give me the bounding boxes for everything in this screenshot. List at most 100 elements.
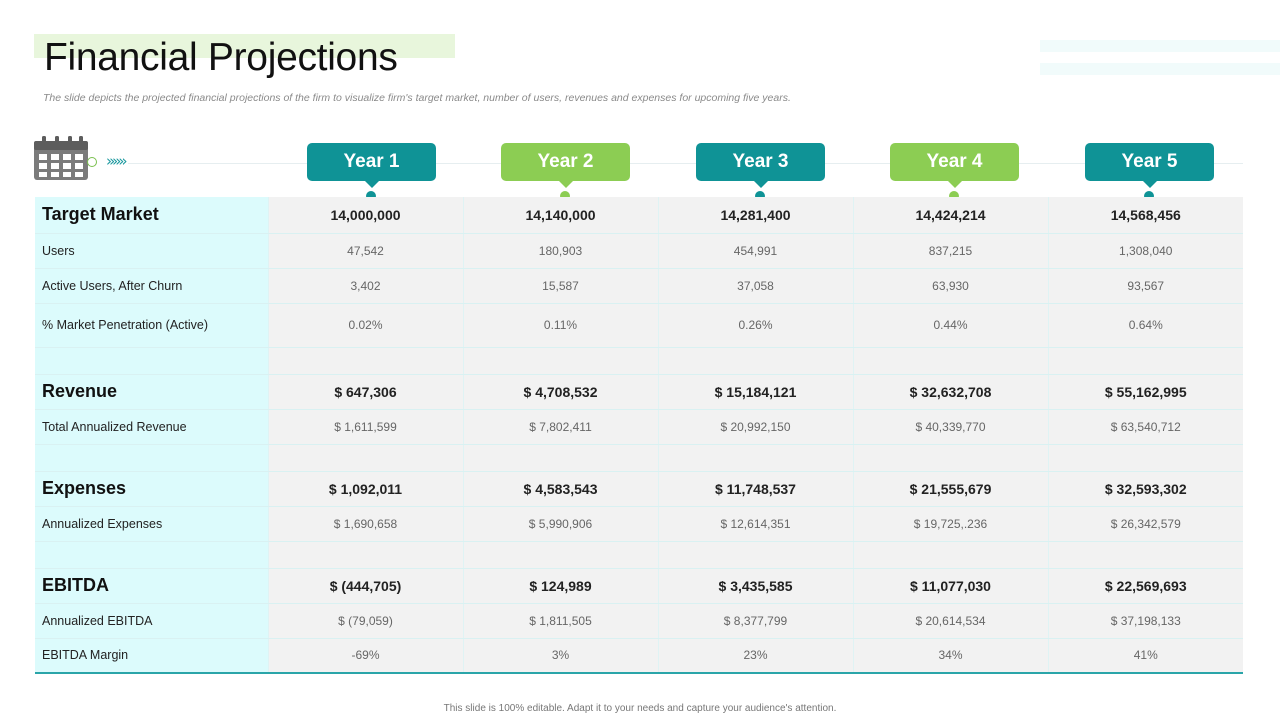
row-label: Revenue [35,374,268,410]
table-cell: $ 4,708,532 [462,374,658,410]
table-cell: $ 5,990,906 [462,506,658,542]
year-2-dot [560,191,570,201]
table-cell: $ 1,092,011 [267,471,463,507]
spacer-cell [35,347,268,375]
table-row-target-market: Target Market 14,000,000 14,140,000 14,2… [35,197,1243,234]
row-label: Total Annualized Revenue [35,409,268,445]
table-cell: 454,991 [657,233,853,269]
table-cell: 14,281,400 [657,197,853,234]
table-cell: $ 63,540,712 [1047,409,1243,445]
table-cell: 3,402 [267,268,463,304]
table-cell: -69% [267,638,463,674]
year-5-label: Year 5 [1121,151,1178,172]
spacer-cell [267,541,463,569]
table-cell: 41% [1047,638,1243,674]
calendar-icon [34,136,88,180]
table-cell: $ 21,555,679 [852,471,1048,507]
year-4-dot [949,191,959,201]
table-row-market-penetration: % Market Penetration (Active) 0.02% 0.11… [35,303,1243,348]
spacer-cell [852,347,1048,375]
spacer-cell [1047,541,1243,569]
table-row-expenses: Expenses $ 1,092,011 $ 4,583,543 $ 11,74… [35,471,1243,507]
table-cell: $ (79,059) [267,603,463,639]
table-cell: $ 3,435,585 [657,568,853,604]
spacer-cell [657,541,853,569]
table-cell: $ 15,184,121 [657,374,853,410]
spacer-cell [657,347,853,375]
connector-circle [87,157,97,167]
spacer-cell [852,541,1048,569]
table-cell: $ (444,705) [267,568,463,604]
table-cell: 0.44% [852,303,1048,348]
row-label: Annualized EBITDA [35,603,268,639]
row-label: % Market Penetration (Active) [35,303,268,348]
table-cell: $ 55,162,995 [1047,374,1243,410]
table-cell: $ 19,725,.236 [852,506,1048,542]
footer-note: This slide is 100% editable. Adapt it to… [443,703,837,714]
spacer-cell [462,347,658,375]
table-cell: $ 647,306 [267,374,463,410]
table-cell: 0.02% [267,303,463,348]
row-label: Annualized Expenses [35,506,268,542]
table-cell: $ 20,614,534 [852,603,1048,639]
table-cell: 15,587 [462,268,658,304]
year-3-label: Year 3 [732,151,789,172]
table-cell: $ 11,748,537 [657,471,853,507]
table-cell: $ 37,198,133 [1047,603,1243,639]
table-row-revenue: Revenue $ 647,306 $ 4,708,532 $ 15,184,1… [35,374,1243,410]
row-label: EBITDA Margin [35,638,268,674]
year-2-label: Year 2 [537,151,594,172]
table-cell: 34% [852,638,1048,674]
year-5-dot [1144,191,1154,201]
year-2-tab: Year 2 [501,143,630,188]
table-cell: $ 22,569,693 [1047,568,1243,604]
table-cell: 14,140,000 [462,197,658,234]
table-row-users: Users 47,542 180,903 454,991 837,215 1,3… [35,233,1243,269]
page-subtitle: The slide depicts the projected financia… [43,92,791,104]
decorative-band [1040,40,1280,52]
table-cell: 0.26% [657,303,853,348]
spacer-cell [462,444,658,472]
table-cell: $ 40,339,770 [852,409,1048,445]
decorative-band [1040,63,1280,75]
row-label: Active Users, After Churn [35,268,268,304]
table-row-total-annualized-revenue: Total Annualized Revenue $ 1,611,599 $ 7… [35,409,1243,445]
table-cell: $ 20,992,150 [657,409,853,445]
year-1-tab: Year 1 [307,143,436,188]
spacer-cell [267,444,463,472]
table-cell: $ 124,989 [462,568,658,604]
table-cell: 47,542 [267,233,463,269]
row-label: Target Market [35,197,268,234]
table-cell: 3% [462,638,658,674]
year-3-dot [755,191,765,201]
table-cell: 23% [657,638,853,674]
year-1-dot [366,191,376,201]
table-cell: $ 12,614,351 [657,506,853,542]
spacer-cell [267,347,463,375]
table-cell: $ 1,690,658 [267,506,463,542]
table-cell: $ 7,802,411 [462,409,658,445]
table-cell: $ 1,811,505 [462,603,658,639]
table-row-active-users: Active Users, After Churn 3,402 15,587 3… [35,268,1243,304]
spacer-cell [657,444,853,472]
page-title: Financial Projections [44,36,398,79]
table-cell: $ 11,077,030 [852,568,1048,604]
table-cell: $ 4,583,543 [462,471,658,507]
row-label: Expenses [35,471,268,507]
year-1-label: Year 1 [343,151,400,172]
row-label: Users [35,233,268,269]
table-row-spacer [35,347,1243,375]
financial-table: Target Market 14,000,000 14,140,000 14,2… [35,197,1243,674]
table-row-ebitda-margin: EBITDA Margin -69% 3% 23% 34% 41% [35,638,1243,674]
table-cell: 837,215 [852,233,1048,269]
row-label: EBITDA [35,568,268,604]
table-cell: 37,058 [657,268,853,304]
spacer-cell [35,541,268,569]
table-row-ebitda: EBITDA $ (444,705) $ 124,989 $ 3,435,585… [35,568,1243,604]
table-cell: $ 32,593,302 [1047,471,1243,507]
spacer-cell [35,444,268,472]
year-4-label: Year 4 [926,151,983,172]
table-row-annualized-expenses: Annualized Expenses $ 1,690,658 $ 5,990,… [35,506,1243,542]
table-cell: 0.64% [1047,303,1243,348]
table-cell: 14,424,214 [852,197,1048,234]
